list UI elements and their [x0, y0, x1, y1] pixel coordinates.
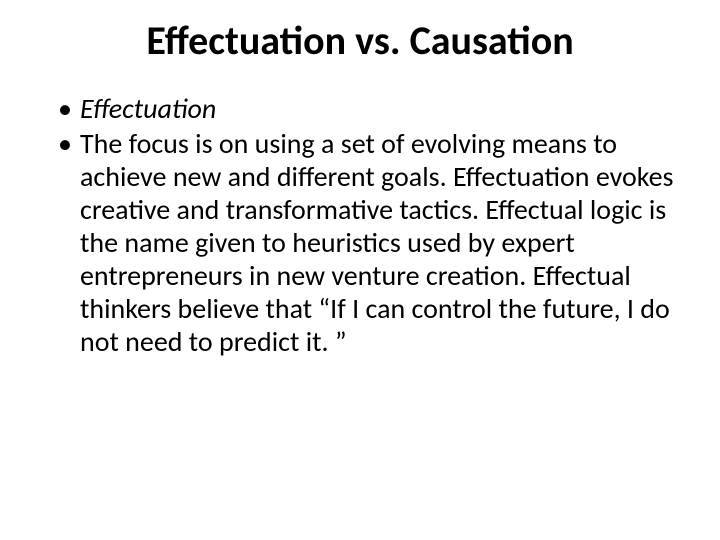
slide: Effectuation vs. Causation Effectuation …: [0, 0, 720, 540]
bullet-text: The focus is on using a set of evolving …: [80, 126, 673, 359]
bullet-item: Effectuation: [58, 92, 680, 125]
bullet-item: The focus is on using a set of evolving …: [58, 127, 680, 358]
slide-title: Effectuation vs. Causation: [40, 18, 680, 64]
bullet-list: Effectuation The focus is on using a set…: [40, 92, 680, 358]
bullet-text: Effectuation: [80, 91, 216, 126]
